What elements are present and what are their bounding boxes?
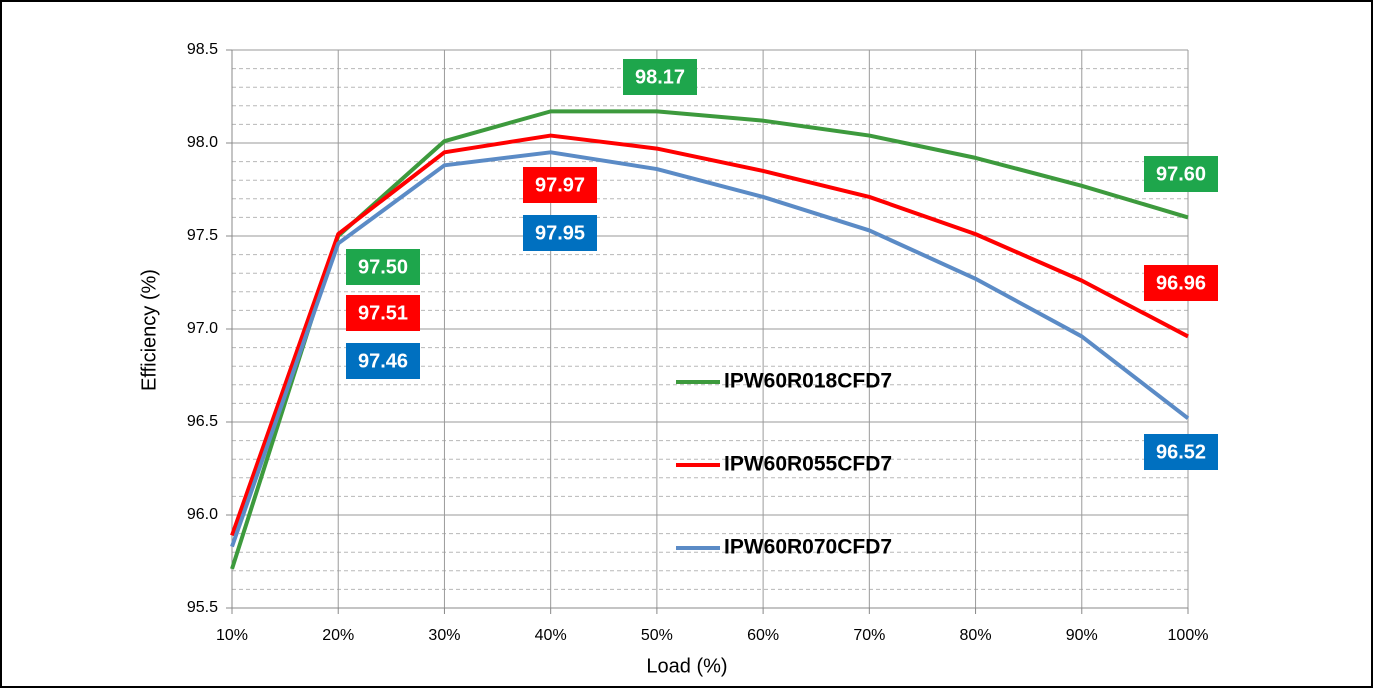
data-label: 97.95 (535, 222, 585, 244)
data-label-box (346, 295, 420, 331)
x-tick-label: 80% (960, 627, 992, 644)
data-label-box (523, 215, 597, 251)
y-axis-label: Efficiency (%) (138, 269, 160, 391)
x-tick-label: 20% (322, 627, 354, 644)
data-label: 98.17 (635, 66, 685, 88)
data-label-box (346, 249, 420, 285)
data-label: 97.46 (358, 350, 408, 372)
data-label-box (346, 343, 420, 379)
y-tick-label: 97.5 (187, 227, 218, 244)
x-tick-label: 100% (1168, 627, 1209, 644)
data-label: 97.50 (358, 256, 408, 278)
y-tick-label: 96.5 (187, 413, 218, 430)
x-tick-label: 70% (853, 627, 885, 644)
legend-label: IPW60R018CFD7 (724, 370, 892, 393)
data-label-box (623, 59, 697, 95)
data-label-box (523, 167, 597, 203)
x-tick-label: 90% (1066, 627, 1098, 644)
series-line (230, 133, 1189, 537)
data-label-box (1144, 265, 1218, 301)
x-tick-label: 30% (428, 627, 460, 644)
data-label-box (1144, 434, 1218, 470)
x-axis-label: Load (%) (646, 655, 727, 677)
y-tick-label: 95.5 (187, 599, 218, 616)
series-line (230, 150, 1190, 548)
x-tick-label: 10% (216, 627, 248, 644)
y-tick-label: 98.5 (187, 41, 218, 58)
data-label: 97.97 (535, 174, 585, 196)
series-line (230, 109, 1189, 570)
data-label: 96.96 (1156, 272, 1206, 294)
y-tick-label: 96.0 (187, 506, 218, 523)
legend-label: IPW60R070CFD7 (724, 536, 892, 559)
legend-label: IPW60R055CFD7 (724, 453, 892, 476)
y-tick-label: 98.0 (187, 134, 218, 151)
x-tick-label: 50% (641, 627, 673, 644)
y-tick-label: 97.0 (187, 320, 218, 337)
x-tick-label: 60% (747, 627, 779, 644)
data-label: 97.60 (1156, 163, 1206, 185)
data-label: 97.51 (358, 302, 408, 324)
x-tick-label: 40% (535, 627, 567, 644)
data-label-box (1144, 156, 1218, 192)
data-label: 96.52 (1156, 441, 1206, 463)
